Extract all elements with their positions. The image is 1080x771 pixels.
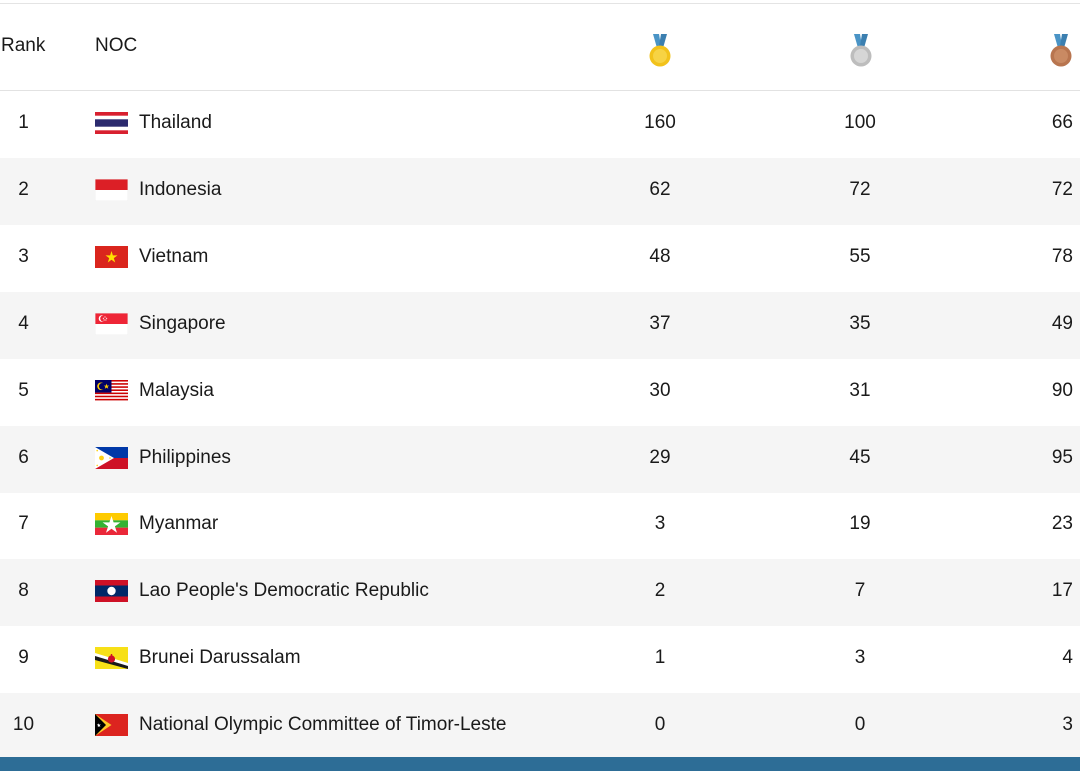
country-name[interactable]: Thailand bbox=[139, 112, 212, 133]
gold-count: 29 bbox=[649, 447, 671, 468]
bronze-count: 95 bbox=[1051, 447, 1073, 468]
silver-count: 72 bbox=[849, 179, 871, 200]
philippines-flag-icon bbox=[95, 447, 128, 469]
bronze-count: 3 bbox=[1062, 714, 1073, 735]
country-name[interactable]: Malaysia bbox=[139, 380, 214, 401]
bronze-count: 17 bbox=[1051, 580, 1073, 601]
top-divider bbox=[0, 3, 1080, 4]
silver-count: 55 bbox=[849, 246, 871, 267]
bronze-count: 4 bbox=[1062, 647, 1073, 668]
silver-count: 31 bbox=[849, 380, 871, 401]
myanmar-flag-icon bbox=[95, 513, 128, 535]
gold-count: 30 bbox=[649, 380, 671, 401]
country-name[interactable]: Lao People's Democratic Republic bbox=[139, 580, 429, 601]
silver-medal-icon[interactable] bbox=[849, 34, 873, 68]
gold-count: 160 bbox=[644, 112, 676, 133]
gold-count: 0 bbox=[654, 714, 666, 735]
rank-cell: 2 bbox=[18, 179, 29, 200]
silver-count: 45 bbox=[849, 447, 871, 468]
table-row[interactable]: 9 Brunei Darussalam 1 3 4 bbox=[0, 626, 1080, 693]
country-name[interactable]: Indonesia bbox=[139, 179, 222, 200]
gold-count: 62 bbox=[649, 179, 671, 200]
rank-cell: 9 bbox=[18, 647, 29, 668]
silver-count: 7 bbox=[854, 580, 866, 601]
table-row[interactable]: 5 Malaysia 30 31 90 bbox=[0, 359, 1080, 426]
malaysia-flag-icon bbox=[95, 380, 128, 402]
silver-count: 0 bbox=[854, 714, 866, 735]
bottom-accent-bar bbox=[0, 757, 1080, 771]
table-row[interactable]: 8 Lao People's Democratic Republic 2 7 1… bbox=[0, 559, 1080, 626]
gold-count: 48 bbox=[649, 246, 671, 267]
silver-count: 35 bbox=[849, 313, 871, 334]
table-row[interactable]: 7 Myanmar 3 19 23 bbox=[0, 492, 1080, 559]
gold-count: 3 bbox=[654, 513, 666, 534]
silver-count: 19 bbox=[849, 513, 871, 534]
rank-cell: 1 bbox=[18, 112, 29, 133]
silver-count: 100 bbox=[844, 112, 876, 133]
vietnam-flag-icon bbox=[95, 246, 128, 268]
rank-cell: 3 bbox=[18, 246, 29, 267]
noc-column-header[interactable]: NOC bbox=[95, 35, 138, 56]
laos-flag-icon bbox=[95, 580, 128, 602]
bronze-count: 23 bbox=[1051, 513, 1073, 534]
singapore-flag-icon bbox=[95, 313, 128, 335]
rank-cell: 10 bbox=[12, 714, 35, 735]
table-row[interactable]: 1 Thailand 160 100 66 bbox=[0, 91, 1080, 158]
bronze-count: 90 bbox=[1051, 380, 1073, 401]
bronze-count: 78 bbox=[1051, 246, 1073, 267]
table-row[interactable]: 10 National Olympic Committee of Timor-L… bbox=[0, 693, 1080, 760]
bronze-count: 72 bbox=[1051, 179, 1073, 200]
country-name[interactable]: Singapore bbox=[139, 313, 226, 334]
table-header: Rank NOC bbox=[0, 4, 1080, 91]
silver-count: 3 bbox=[854, 647, 866, 668]
rank-cell: 8 bbox=[18, 580, 29, 601]
rank-cell: 5 bbox=[18, 380, 29, 401]
rank-cell: 4 bbox=[18, 313, 29, 334]
gold-count: 37 bbox=[649, 313, 671, 334]
rank-cell: 6 bbox=[18, 447, 29, 468]
brunei-flag-icon bbox=[95, 647, 128, 669]
table-row[interactable]: 4 Singapore 37 35 49 bbox=[0, 292, 1080, 359]
table-row[interactable]: 3 Vietnam 48 55 78 bbox=[0, 225, 1080, 292]
gold-count: 1 bbox=[654, 647, 666, 668]
gold-medal-icon[interactable] bbox=[648, 34, 672, 68]
thailand-flag-icon bbox=[95, 112, 128, 134]
indonesia-flag-icon bbox=[95, 179, 128, 201]
rank-column-header[interactable]: Rank bbox=[1, 35, 46, 56]
gold-count: 2 bbox=[654, 580, 666, 601]
country-name[interactable]: Myanmar bbox=[139, 513, 219, 534]
country-name[interactable]: Vietnam bbox=[139, 246, 209, 267]
table-row[interactable]: 2 Indonesia 62 72 72 bbox=[0, 158, 1080, 225]
rank-cell: 7 bbox=[18, 513, 29, 534]
country-name[interactable]: Brunei Darussalam bbox=[139, 647, 301, 668]
bronze-medal-icon[interactable] bbox=[1049, 34, 1073, 68]
table-row[interactable]: 6 Philippines 29 45 95 bbox=[0, 426, 1080, 493]
bronze-count: 49 bbox=[1051, 313, 1073, 334]
bronze-count: 66 bbox=[1051, 112, 1073, 133]
country-name[interactable]: Philippines bbox=[139, 447, 231, 468]
country-name[interactable]: National Olympic Committee of Timor-Lest… bbox=[139, 714, 507, 735]
timor-leste-flag-icon bbox=[95, 714, 128, 736]
